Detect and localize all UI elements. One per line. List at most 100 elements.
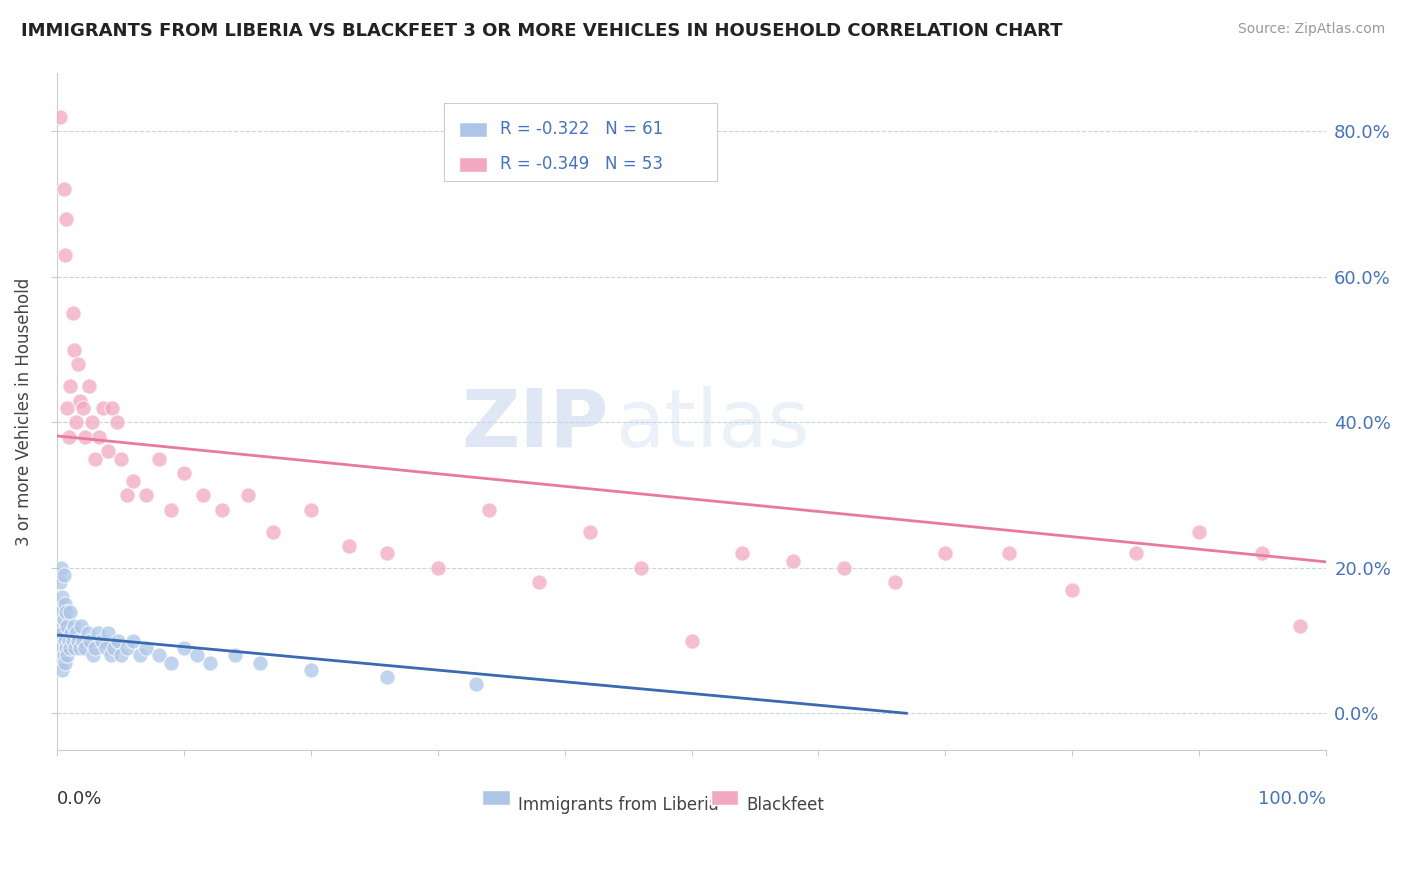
Point (1062, 582, 1084, 597)
Text: Immigrants from Liberia: Immigrants from Liberia (517, 796, 718, 814)
Point (58, 633, 80, 648)
Point (211, 502, 233, 516)
FancyBboxPatch shape (710, 790, 738, 805)
Point (193, 488, 215, 502)
Point (52, 568, 75, 582)
Point (49, 575, 72, 590)
Point (56, 619, 79, 633)
Text: Blackfeet: Blackfeet (747, 796, 824, 814)
Point (1251, 546, 1274, 560)
Point (53, 248, 76, 262)
Point (55, 211, 77, 226)
Point (56, 401, 79, 415)
Point (105, 415, 128, 429)
Point (148, 451, 170, 466)
FancyBboxPatch shape (444, 103, 717, 181)
Point (56, 648, 79, 663)
Point (832, 561, 855, 575)
Point (186, 648, 208, 663)
Text: R = -0.322   N = 61: R = -0.322 N = 61 (501, 120, 664, 138)
Point (79, 633, 101, 648)
Point (48, 597, 70, 611)
Point (49, 110, 72, 124)
Text: atlas: atlas (616, 386, 810, 464)
Point (49, 656, 72, 670)
Point (65, 415, 87, 429)
Point (997, 546, 1019, 560)
Point (103, 640, 125, 655)
FancyBboxPatch shape (482, 790, 510, 805)
Point (249, 656, 271, 670)
Point (91, 401, 114, 415)
Point (160, 502, 183, 516)
Point (49, 648, 72, 663)
Point (49, 561, 72, 575)
Point (59, 640, 82, 655)
Point (62, 633, 84, 648)
Point (375, 670, 398, 684)
Point (110, 451, 132, 466)
Point (529, 575, 551, 590)
Point (51, 663, 73, 677)
Point (110, 648, 132, 663)
Point (69, 640, 91, 655)
Point (48, 633, 70, 648)
FancyBboxPatch shape (460, 121, 488, 136)
Point (65, 626, 87, 640)
Point (97, 626, 120, 640)
Point (84, 640, 107, 655)
Point (89, 430, 111, 444)
Point (128, 648, 150, 663)
Point (90, 633, 112, 648)
Point (53, 597, 76, 611)
Point (66, 633, 89, 648)
Point (58, 430, 80, 444)
Point (62, 306, 84, 320)
Point (87, 626, 110, 640)
Point (52, 182, 75, 196)
Text: R = -0.349   N = 53: R = -0.349 N = 53 (501, 155, 664, 173)
Text: Source: ZipAtlas.com: Source: ZipAtlas.com (1237, 22, 1385, 37)
Point (478, 502, 501, 516)
Point (135, 488, 157, 502)
Point (122, 474, 145, 488)
Point (236, 488, 259, 502)
Point (1289, 619, 1312, 633)
Point (681, 633, 703, 648)
Point (198, 656, 221, 670)
Point (464, 677, 486, 691)
Point (62, 343, 84, 357)
Point (51, 626, 73, 640)
Point (66, 357, 89, 371)
Point (59, 379, 82, 393)
Point (426, 561, 449, 575)
Point (94, 640, 117, 655)
Point (630, 561, 652, 575)
Point (59, 605, 82, 619)
Point (160, 656, 183, 670)
Point (375, 546, 398, 560)
Point (115, 488, 138, 502)
Point (579, 524, 602, 539)
Point (337, 539, 360, 553)
Point (51, 590, 73, 604)
Point (55, 605, 77, 619)
Point (80, 415, 103, 429)
Point (1188, 524, 1211, 539)
Point (135, 640, 157, 655)
Point (75, 640, 97, 655)
Point (299, 663, 322, 677)
Point (262, 524, 284, 539)
Point (70, 619, 93, 633)
Point (49, 605, 72, 619)
Point (731, 546, 754, 560)
Point (63, 640, 86, 655)
Point (107, 633, 129, 648)
Point (782, 553, 804, 567)
Text: 100.0%: 100.0% (1258, 790, 1326, 808)
Point (122, 633, 145, 648)
Text: 0.0%: 0.0% (58, 790, 103, 808)
Point (934, 546, 956, 560)
Point (97, 444, 120, 458)
Point (883, 575, 905, 590)
